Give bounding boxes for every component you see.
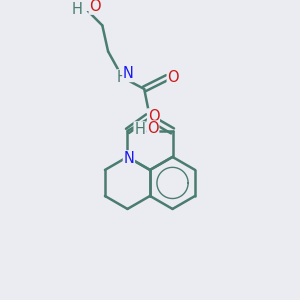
Text: O: O [148,109,159,124]
Text: O: O [167,70,179,85]
Text: O: O [147,121,159,136]
Text: N: N [124,151,134,166]
Text: H: H [71,2,82,17]
Text: H: H [134,122,145,137]
Text: N: N [123,67,134,82]
Text: O: O [89,0,101,14]
Text: H: H [117,70,128,85]
